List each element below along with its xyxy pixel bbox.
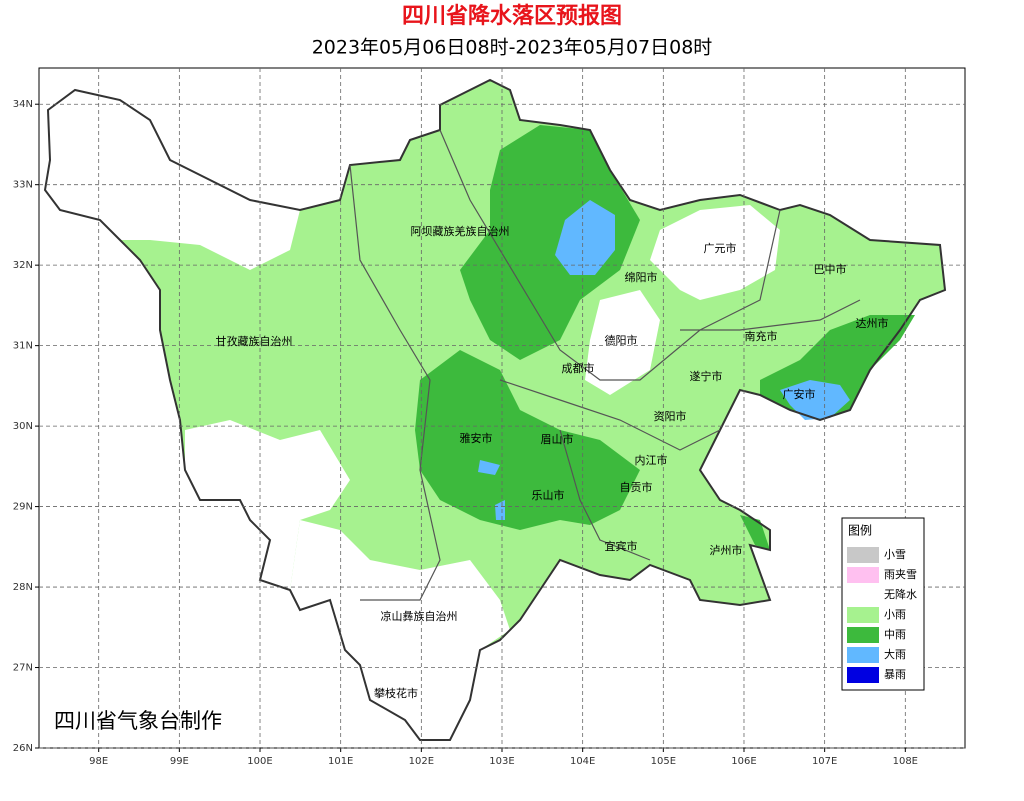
no-rain-sw bbox=[185, 420, 350, 590]
x-tick-label: 106E bbox=[731, 756, 756, 767]
x-tick-label: 105E bbox=[651, 756, 676, 767]
city-label: 成都市 bbox=[562, 361, 595, 375]
no-rain-south bbox=[290, 520, 510, 740]
city-label: 绵阳市 bbox=[625, 270, 658, 284]
y-tick-label: 33N bbox=[13, 180, 33, 191]
credit: 四川省气象台制作 bbox=[54, 709, 222, 733]
moderate-rain-north bbox=[460, 125, 640, 360]
x-tick-label: 99E bbox=[170, 756, 189, 767]
legend-label: 暴雨 bbox=[884, 668, 906, 681]
legend-label: 无降水 bbox=[884, 587, 917, 601]
legend-swatch bbox=[847, 627, 879, 643]
heavy-rain-east bbox=[780, 380, 850, 420]
title: 四川省降水落区预报图 bbox=[402, 4, 622, 29]
border bbox=[349, 164, 441, 601]
x-tick-label: 100E bbox=[247, 756, 272, 767]
legend-label: 中雨 bbox=[884, 628, 906, 641]
legend-title: 图例 bbox=[848, 524, 872, 538]
city-label: 阿坝藏族羌族自治州 bbox=[411, 224, 510, 238]
subtitle: 2023年05月06日08时-2023年05月07日08时 bbox=[312, 37, 713, 59]
legend-label: 大雨 bbox=[884, 647, 906, 661]
legend-swatch bbox=[847, 607, 879, 623]
province-border bbox=[43, 78, 947, 741]
legend-swatch bbox=[847, 567, 879, 583]
y-tick-label: 31N bbox=[13, 341, 33, 352]
city-label: 乐山市 bbox=[532, 488, 565, 502]
no-rain-ne bbox=[650, 205, 780, 300]
city-label: 眉山市 bbox=[541, 432, 574, 446]
y-tick-label: 32N bbox=[13, 260, 33, 271]
y-tick-label: 27N bbox=[13, 663, 33, 674]
moderate-rain-southeast bbox=[740, 515, 770, 550]
city-label: 达州市 bbox=[856, 316, 889, 330]
city-labels: 阿坝藏族羌族自治州 广元市 巴中市 绵阳市 达州市 甘孜藏族自治州 德阳市 南充… bbox=[216, 224, 889, 700]
city-label: 广元市 bbox=[704, 241, 737, 255]
legend-swatch bbox=[847, 647, 879, 663]
legend-swatch bbox=[847, 547, 879, 563]
city-label: 巴中市 bbox=[814, 262, 847, 276]
no-rain-areas bbox=[45, 90, 780, 740]
x-tick-label: 108E bbox=[893, 756, 918, 767]
y-tick-label: 26N bbox=[13, 743, 33, 754]
legend-swatch bbox=[847, 587, 879, 603]
moderate-rain-central bbox=[415, 350, 640, 530]
city-label: 甘孜藏族自治州 bbox=[216, 334, 293, 348]
legend-label: 小雨 bbox=[884, 608, 906, 621]
heavy-rain-areas bbox=[478, 200, 850, 520]
x-tick-label: 102E bbox=[409, 756, 434, 767]
x-tick-label: 101E bbox=[328, 756, 353, 767]
city-label: 南充市 bbox=[745, 329, 778, 343]
city-label: 凉山彝族自治州 bbox=[381, 609, 458, 623]
x-tick-label: 103E bbox=[489, 756, 514, 767]
x-tick-label: 98E bbox=[89, 756, 108, 767]
x-tick-label: 104E bbox=[570, 756, 595, 767]
no-rain-center bbox=[585, 290, 660, 395]
heavy-rain-leshan bbox=[495, 500, 505, 520]
city-label: 宜宾市 bbox=[605, 539, 638, 553]
city-label: 内江市 bbox=[635, 453, 668, 467]
y-tick-label: 34N bbox=[13, 99, 33, 110]
x-tick-label: 107E bbox=[812, 756, 837, 767]
y-tick-label: 30N bbox=[13, 421, 33, 432]
axes: 98E 99E 100E 101E 102E 103E 104E 105E 106E 107E 10… bbox=[13, 68, 965, 767]
city-borders bbox=[349, 129, 861, 601]
legend-swatch bbox=[847, 667, 879, 683]
city-label: 资阳市 bbox=[654, 409, 687, 423]
y-tick-label: 29N bbox=[13, 502, 33, 513]
city-label: 自贡市 bbox=[620, 480, 653, 494]
y-tick-label: 28N bbox=[13, 582, 33, 593]
border bbox=[559, 429, 651, 561]
border bbox=[439, 129, 781, 381]
legend-label: 小雪 bbox=[884, 548, 906, 561]
legend-label: 雨夹雪 bbox=[884, 568, 917, 581]
legend-box bbox=[841, 517, 925, 691]
heavy-rain-ya-an bbox=[478, 460, 500, 475]
city-label: 攀枝花市 bbox=[374, 686, 418, 700]
city-label: 遂宁市 bbox=[690, 369, 723, 383]
city-label: 泸州市 bbox=[710, 543, 743, 557]
city-label: 广安市 bbox=[783, 387, 816, 401]
city-label: 德阳市 bbox=[605, 333, 638, 347]
border bbox=[680, 299, 861, 331]
border bbox=[499, 379, 721, 451]
no-rain-nw bbox=[45, 90, 300, 270]
heavy-rain-north bbox=[555, 200, 615, 275]
city-label: 雅安市 bbox=[460, 431, 493, 445]
